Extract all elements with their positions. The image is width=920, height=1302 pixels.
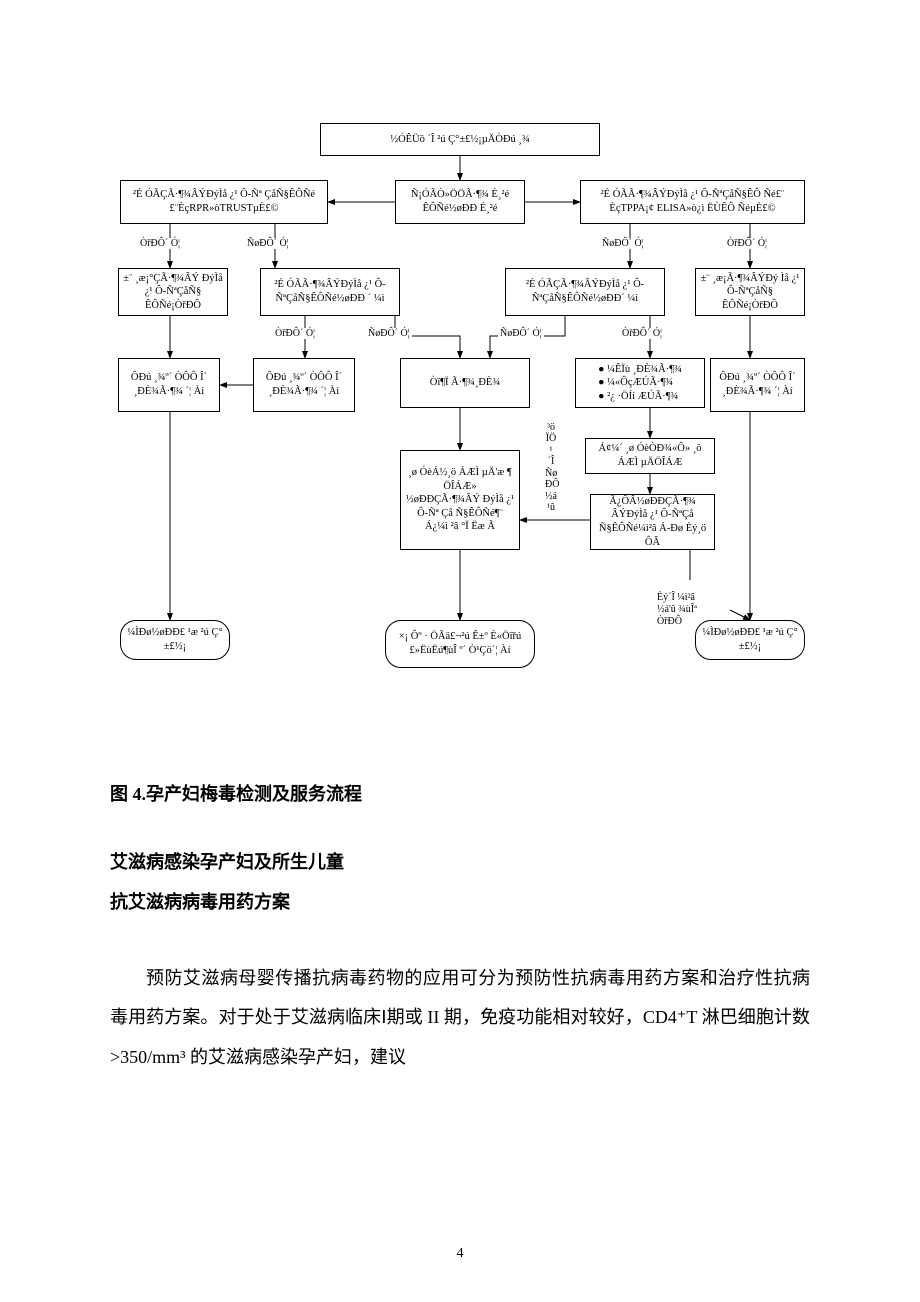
node-r3-c2-text: ²É ÓÃÃ·¶¾ÂÝÐýÌå ¿¹ Ô-ÑªÇåÑ§ÊÔÑé½øÐÐ ´ ¼ì [265,278,395,305]
node-r6-c1-text: ¼ÌÐø½øÐÐ£ ¹æ ²ú Ç°±£½¡ [125,626,225,653]
node-r6-c2: ×¡ Ôº · ÖÃä£¬²ú Ê±º È«Öïřú £»ËùËú¶ùÎ º´ … [385,620,535,668]
node-r4-c4-text: ● ¼ÊÏù ¸ÐÈ¾Ã·¶¾ ● ¼«ÔçÆÚÃ·¶¾ ● ²¿ ·ÖÍí Æ… [598,363,682,404]
node-r2-right: ²É ÓÃÃ·¶¾ÂÝÐýÌå ¿¹ Ô-ÑªÇåÑ§ÊÔ Ñé£¨ ÈçTPP… [580,180,805,224]
page: ½ÓÊÜȍ ´Î ²ú Ç°±£½¡µÄÒÐú ¸¾ ²É ÓÃÇÃ·¶¾ÂÝÐ… [0,0,920,1302]
label-yin-1: ÒřÐÔ´ Ó¦ [138,238,182,249]
label-yang-1: ÑøÐÔ´ Ó¦ [245,238,291,249]
node-r4-c2-text: ÔÐú ¸¾º´ ÒÔÔ Î´ ¸ÐÈ¾Ã·¶¾ ´¦ Àí [258,371,350,398]
label-yang-4: ÑøÐÔ´ Ó¦ [498,328,544,339]
node-r2-right-text: ²É ÓÃÃ·¶¾ÂÝÐýÌå ¿¹ Ô-ÑªÇåÑ§ÊÔ Ñé£¨ ÈçTPP… [585,188,800,215]
node-r6-c3-text: Èý´Î ¼ì²â ½á'û ¾ùÎª ÒřÐÔ [657,592,697,627]
node-r4-c3-text: Òï¶Ï Ã·¶¾¸ÐÈ¾ [430,376,500,390]
node-r6-c4-text: ¼ÌÐø½øÐÐ£ ¹æ ²ú Ç°±£½¡ [700,626,800,653]
flowchart-diagram: ½ÓÊÜȍ ´Î ²ú Ç°±£½¡µÄÒÐú ¸¾ ²É ÓÃÇÃ·¶¾ÂÝÐ… [110,120,810,720]
node-r3-c3-text: ²É ÓÃÇÃ·¶¾ÂÝÐýÌå ¿¹ Ô- ÑªÇåÑ§ÊÔÑé½øÐÐ´ ¼… [510,278,660,305]
label-yang-3: ÑøÐÔ´ Ó¦ [366,328,412,339]
node-r3-c3: ²É ÓÃÇÃ·¶¾ÂÝÐýÌå ¿¹ Ô- ÑªÇåÑ§ÊÔÑé½øÐÐ´ ¼… [505,268,665,316]
body-paragraph: 预防艾滋病母婴传播抗病毒药物的应用可分为预防性抗病毒用药方案和治疗性抗病毒用药方… [110,959,810,1078]
node-r4-c2: ÔÐú ¸¾º´ ÒÔÔ Î´ ¸ÐÈ¾Ã·¶¾ ´¦ Àí [253,358,355,412]
node-top-text: ½ÓÊÜȍ ´Î ²ú Ç°±£½¡µÄÒÐú ¸¾ [390,133,530,147]
sidelabel-text: ³ö ÏÖ ¹ ´Î Ñø ÐÔ ½á ¹û [545,422,559,514]
node-r6-c1: ¼ÌÐø½øÐÐ£ ¹æ ²ú Ç°±£½¡ [120,620,230,660]
node-r5-c3: Ã¿ÔÂ½øÐÐÇÃ·¶¾ ÂÝÐýÌå ¿¹ Ô-ÑªÇå Ñ§ÊÔÑé¼ì²… [590,494,715,550]
node-r2-left-text: ²É ÓÃÇÃ·¶¾ÂÝÐýÌå ¿¹ Ô-Ñª ÇåÑ§ÊÔÑé £¨ÈçRP… [125,188,323,215]
node-r3-c1-text: ±¨ ¸æ¡°ÇÃ·¶¾ÂÝ ÐýÌå ¿¹ Ô-ÑªÇåÑ§ ÊÔÑé¡ÒřÐ… [123,272,223,313]
node-r2-left: ²É ÓÃÇÃ·¶¾ÂÝÐýÌå ¿¹ Ô-Ñª ÇåÑ§ÊÔÑé £¨ÈçRP… [120,180,328,224]
figure-caption: 图 4.孕产妇梅毒检测及服务流程 [110,780,810,806]
node-r4-c3: Òï¶Ï Ã·¶¾¸ÐÈ¾ [400,358,530,408]
node-r4-c4: ● ¼ÊÏù ¸ÐÈ¾Ã·¶¾ ● ¼«ÔçÆÚÃ·¶¾ ● ²¿ ·ÖÍí Æ… [575,358,705,408]
node-r4-c5: ÔÐú ¸¾º´ ÒÔÔ Î´ ¸ÐÈ¾Ã·¶¾ ´¦ Àí [710,358,805,412]
heading-line2: 抗艾滋病病毒用药方案 [110,886,810,918]
node-r2-mid-text: Ñ¡ÓÃÒ»ÖÖÃ·¶¾ É¸²é ÊÔÑé½øÐÐ É¸²é [400,188,520,215]
node-r5-c1: ¸ø ÓèÁ½¸ö ÁÆÌ µÄ'æ ¶ ÖÎÁÆ» ½øÐÐÇÃ·¶¾ÂÝ Ð… [400,450,520,550]
heading-line1: 艾滋病感染孕产妇及所生儿童 [110,846,810,878]
node-r6-c2-text: ×¡ Ôº · ÖÃä£¬²ú Ê±º È«Öïřú £»ËùËú¶ùÎ º´ … [390,630,530,657]
node-top: ½ÓÊÜȍ ´Î ²ú Ç°±£½¡µÄÒÐú ¸¾ [320,123,600,156]
page-number: 4 [457,1246,464,1262]
node-r4-c1: ÔÐú ¸¾º´ ÒÔÔ Î´ ¸ÐÈ¾Ã·¶¾ ´¦ Àí [118,358,220,412]
node-r5-c2: Á¢¼´ ¸ø ÓèÒÐ¾«Ô» ¸ö ÁÆÌ µÄÖÎÁÆ [585,438,715,474]
label-yang-2: ÑøÐÔ´ Ó¦ [600,238,646,249]
node-r3-c4-text: ±¨ ¸æ¡Ã·¶¾ÂÝÐý Ìå ¿¹ Ô-ÑªÇåÑ§ ÊÔÑé¡ÒřÐÔ [700,272,800,313]
node-r2-mid: Ñ¡ÓÃÒ»ÖÖÃ·¶¾ É¸²é ÊÔÑé½øÐÐ É¸²é [395,180,525,224]
node-r5-c1-text: ¸ø ÓèÁ½¸ö ÁÆÌ µÄ'æ ¶ ÖÎÁÆ» ½øÐÐÇÃ·¶¾ÂÝ Ð… [405,466,515,534]
label-yin-3: ÒřÐÔ´ Ó¦ [273,328,317,339]
node-r5-c2-text: Á¢¼´ ¸ø ÓèÒÐ¾«Ô» ¸ö ÁÆÌ µÄÖÎÁÆ [590,442,710,469]
node-r3-c1: ±¨ ¸æ¡°ÇÃ·¶¾ÂÝ ÐýÌå ¿¹ Ô-ÑªÇåÑ§ ÊÔÑé¡ÒřÐ… [118,268,228,316]
node-r3-c4: ±¨ ¸æ¡Ã·¶¾ÂÝÐý Ìå ¿¹ Ô-ÑªÇåÑ§ ÊÔÑé¡ÒřÐÔ [695,268,805,316]
node-r5-c3-text: Ã¿ÔÂ½øÐÐÇÃ·¶¾ ÂÝÐýÌå ¿¹ Ô-ÑªÇå Ñ§ÊÔÑé¼ì²… [595,495,710,550]
node-r4-c5-text: ÔÐú ¸¾º´ ÒÔÔ Î´ ¸ÐÈ¾Ã·¶¾ ´¦ Àí [715,371,800,398]
label-yin-2: ÒřÐÔ´ Ó¦ [725,238,769,249]
node-r6-c4: ¼ÌÐø½øÐÐ£ ¹æ ²ú Ç°±£½¡ [695,620,805,660]
label-yin-4: ÒřÐÔ´ Ó¦ [620,328,664,339]
node-r4-c1-text: ÔÐú ¸¾º´ ÒÔÔ Î´ ¸ÐÈ¾Ã·¶¾ ´¦ Àí [123,371,215,398]
node-r3-c2: ²É ÓÃÃ·¶¾ÂÝÐýÌå ¿¹ Ô-ÑªÇåÑ§ÊÔÑé½øÐÐ ´ ¼ì [260,268,400,316]
sidelabel: ³ö ÏÖ ¹ ´Î Ñø ÐÔ ½á ¹û [543,410,559,514]
